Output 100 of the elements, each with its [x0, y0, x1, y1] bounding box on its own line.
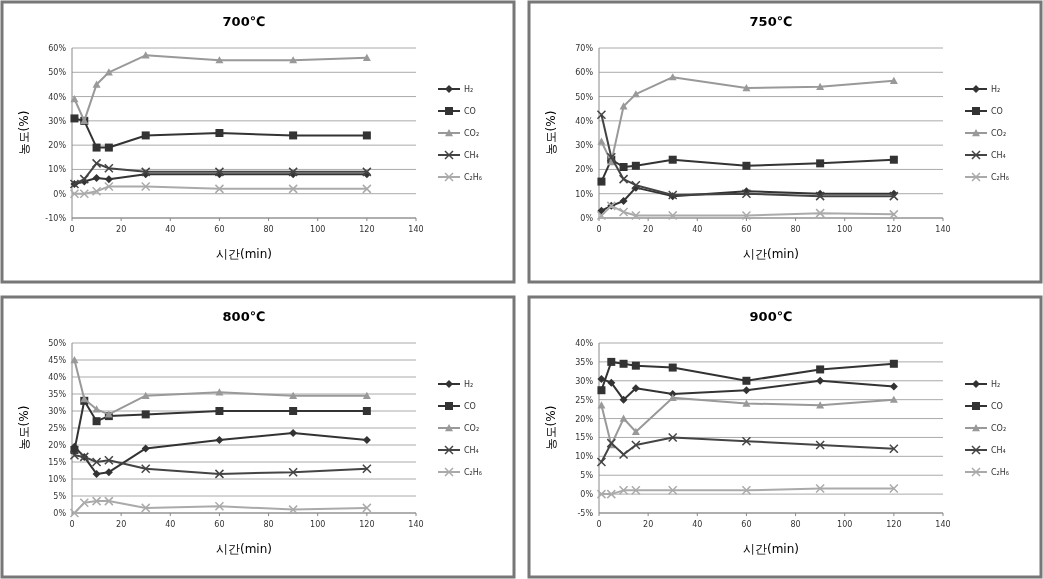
- x-tick-label: 20: [643, 520, 654, 529]
- y-tick-label: 35%: [48, 390, 67, 399]
- y-tick-label: 50%: [48, 68, 67, 78]
- legend-label: H₂: [464, 380, 474, 389]
- x-tick-label: 80: [263, 225, 274, 234]
- legend-label: CO: [464, 107, 476, 116]
- x-tick-label: 40: [165, 225, 176, 234]
- y-tick-label: 30%: [575, 141, 594, 151]
- y-tick-label: 20%: [48, 441, 67, 450]
- x-tick-label: 60: [741, 225, 752, 234]
- x-tick-label: 100: [837, 520, 853, 529]
- chart-title: 800℃: [222, 309, 266, 324]
- x-tick-label: 100: [310, 225, 326, 234]
- legend-label: CH₄: [464, 446, 479, 455]
- y-tick-label: 25%: [575, 395, 594, 405]
- legend-label: C₂H₆: [464, 173, 483, 182]
- y-tick-label: 60%: [575, 68, 594, 78]
- y-tick-label: 0%: [580, 214, 594, 223]
- x-tick-label: 120: [359, 520, 375, 529]
- y-tick-label: 40%: [48, 92, 67, 102]
- y-axis-title: 농도(%): [17, 405, 31, 451]
- y-tick-label: 10%: [48, 165, 67, 175]
- legend-label: CH₄: [991, 151, 1006, 160]
- y-tick-label: 60%: [48, 44, 67, 53]
- legend-label: C₂H₆: [991, 468, 1010, 477]
- legend-label: CO: [464, 402, 476, 411]
- x-tick-label: 0: [69, 225, 75, 234]
- y-tick-label: 25%: [48, 424, 67, 433]
- legend-label: CO: [991, 107, 1003, 116]
- y-tick-label: 45%: [48, 356, 67, 365]
- x-tick-label: 60: [214, 520, 225, 529]
- y-tick-label: 50%: [575, 92, 594, 102]
- x-axis-title: 시간(min): [743, 247, 799, 261]
- x-tick-label: 40: [692, 225, 703, 234]
- y-tick-label: 5%: [580, 471, 594, 481]
- chart-title: 900℃: [749, 309, 793, 324]
- x-tick-label: 100: [310, 520, 326, 529]
- x-axis-title: 시간(min): [216, 247, 272, 261]
- chart-title: 700℃: [222, 14, 266, 29]
- y-axis-title: 농도(%): [544, 110, 558, 156]
- x-tick-label: 60: [741, 520, 752, 529]
- y-tick-label: 40%: [575, 116, 594, 126]
- legend-label: CH₄: [464, 151, 479, 160]
- x-tick-label: 0: [596, 225, 602, 234]
- y-tick-label: 10%: [575, 452, 594, 462]
- legend-label: CO₂: [464, 129, 480, 138]
- legend-label: CO₂: [464, 424, 480, 433]
- legend-label: H₂: [991, 380, 1001, 389]
- y-tick-label: 15%: [48, 458, 67, 467]
- y-tick-label: 50%: [48, 339, 67, 348]
- x-tick-label: 0: [69, 520, 75, 529]
- legend-label: C₂H₆: [464, 468, 483, 477]
- legend-label: CH₄: [991, 446, 1006, 455]
- y-tick-label: 30%: [48, 407, 67, 416]
- y-tick-label: 40%: [575, 339, 594, 348]
- y-axis-title: 농도(%): [544, 405, 558, 451]
- legend-label: H₂: [464, 85, 474, 94]
- x-tick-label: 60: [214, 225, 225, 234]
- y-tick-label: 20%: [48, 141, 67, 151]
- y-tick-label: 20%: [575, 414, 594, 424]
- x-tick-label: 20: [116, 520, 127, 529]
- x-tick-label: 120: [886, 225, 902, 234]
- x-tick-label: 140: [408, 520, 424, 529]
- x-tick-label: 20: [116, 225, 127, 234]
- legend-label: H₂: [991, 85, 1001, 94]
- x-tick-label: 140: [935, 520, 951, 529]
- x-axis-title: 시간(min): [743, 542, 799, 556]
- y-tick-label: 70%: [575, 44, 594, 53]
- x-tick-label: 80: [790, 225, 801, 234]
- x-axis-title: 시간(min): [216, 542, 272, 556]
- x-tick-label: 40: [692, 520, 703, 529]
- x-tick-label: 80: [790, 520, 801, 529]
- y-tick-label: -5%: [577, 509, 594, 518]
- y-tick-label: 40%: [48, 373, 67, 382]
- y-tick-label: 0%: [53, 189, 67, 199]
- x-tick-label: 120: [886, 520, 902, 529]
- y-tick-label: 35%: [575, 357, 594, 367]
- chart-title: 750℃: [749, 14, 793, 29]
- y-tick-label: 30%: [48, 116, 67, 126]
- y-tick-label: 20%: [575, 165, 594, 175]
- x-tick-label: 20: [643, 225, 654, 234]
- x-tick-label: 140: [935, 225, 951, 234]
- y-tick-label: 0%: [580, 490, 594, 500]
- legend-label: CO: [991, 402, 1003, 411]
- x-tick-label: 100: [837, 225, 853, 234]
- x-tick-label: 0: [596, 520, 602, 529]
- legend-label: CO₂: [991, 129, 1007, 138]
- y-tick-label: 30%: [575, 376, 594, 386]
- y-axis-title: 농도(%): [17, 110, 31, 156]
- legend-label: C₂H₆: [991, 173, 1010, 182]
- legend-label: CO₂: [991, 424, 1007, 433]
- x-tick-label: 120: [359, 225, 375, 234]
- y-tick-label: 15%: [575, 433, 594, 443]
- x-tick-label: 80: [263, 520, 274, 529]
- y-tick-label: 5%: [53, 492, 67, 501]
- y-tick-label: -10%: [45, 214, 67, 223]
- x-tick-label: 140: [408, 225, 424, 234]
- x-tick-label: 40: [165, 520, 176, 529]
- y-tick-label: 10%: [48, 475, 67, 484]
- y-tick-label: 0%: [53, 509, 67, 518]
